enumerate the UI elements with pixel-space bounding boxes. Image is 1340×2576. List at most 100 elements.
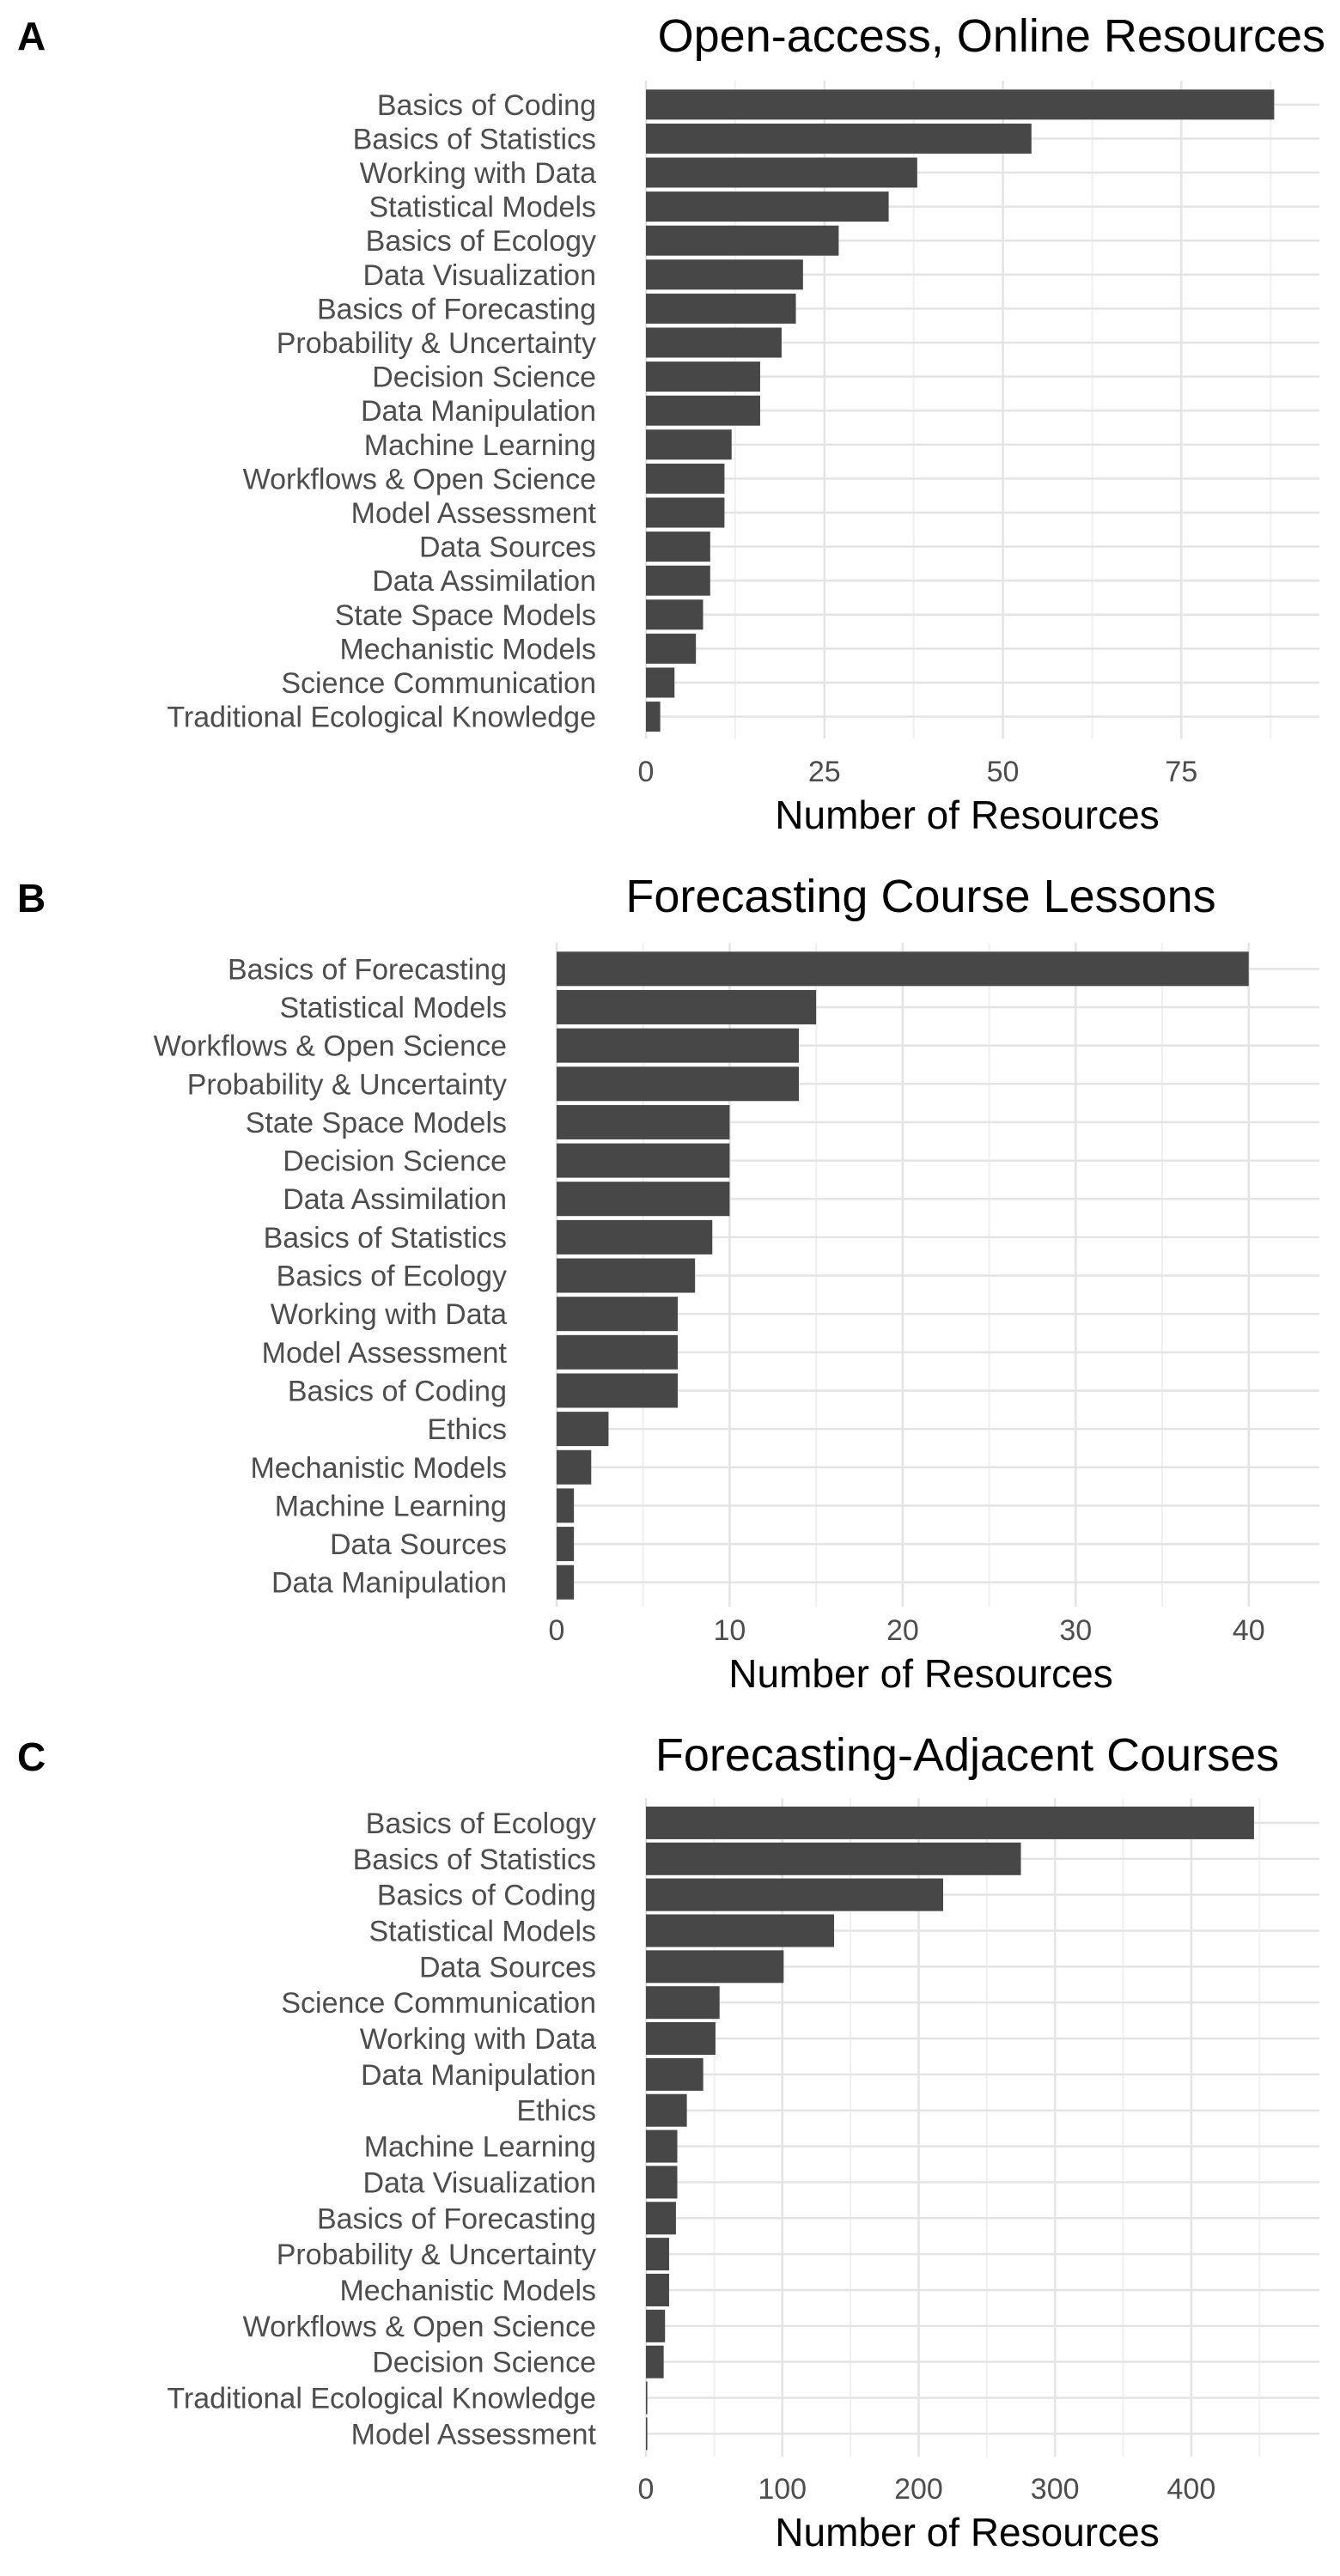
x-tick-label: 0 — [549, 1614, 565, 1647]
category-label: Basics of Ecology — [277, 1261, 507, 1293]
bar — [646, 191, 889, 222]
category-label: Mechanistic Models — [339, 633, 596, 665]
bar — [557, 1564, 575, 1600]
bar — [646, 2129, 678, 2163]
bar — [557, 1258, 696, 1293]
panel-c: C Forecasting-Adjacent Courses Basics of… — [17, 1729, 1319, 2555]
category-label: State Space Models — [246, 1107, 507, 1139]
bar — [646, 667, 675, 698]
bar — [557, 1104, 730, 1139]
bar — [646, 157, 917, 188]
category-label: Machine Learning — [275, 1490, 507, 1522]
bar — [646, 225, 839, 256]
category-label: Data Visualization — [362, 259, 596, 292]
bar — [646, 2022, 716, 2056]
category-label: Basics of Forecasting — [317, 293, 596, 325]
category-label: Data Visualization — [362, 2166, 596, 2199]
bar — [557, 1297, 678, 1332]
category-label: Data Manipulation — [361, 395, 596, 428]
bar — [557, 1219, 713, 1255]
bar — [557, 1527, 575, 1562]
bar — [557, 1449, 592, 1485]
bar — [646, 259, 803, 290]
panel-b-title: Forecasting Course Lessons — [625, 871, 1215, 922]
x-tick-label: 75 — [1165, 756, 1197, 788]
panel-a-xlabel: Number of Resources — [775, 793, 1159, 837]
category-label: Data Manipulation — [361, 2059, 596, 2092]
category-label: Basics of Statistics — [353, 123, 596, 155]
category-label: Decision Science — [372, 361, 596, 394]
panel-c-xlabel: Number of Resources — [775, 2510, 1159, 2555]
category-label: Probability & Uncertainty — [277, 327, 596, 360]
x-tick-label: 400 — [1167, 2473, 1216, 2506]
category-label: Model Assessment — [351, 2418, 597, 2451]
category-label: Data Manipulation — [271, 1567, 507, 1600]
x-tick-label: 10 — [714, 1614, 746, 1647]
bar — [646, 702, 661, 732]
category-label: Decision Science — [283, 1145, 507, 1178]
category-label: Probability & Uncertainty — [187, 1068, 507, 1101]
bar — [646, 1878, 944, 1911]
bar — [557, 1028, 799, 1063]
bar — [646, 2166, 678, 2199]
category-label: Data Sources — [419, 1951, 596, 1984]
chart-b-plot: Basics of Forecasting Statistical Models W… — [154, 943, 1319, 1647]
category-label: Workflows & Open Science — [154, 1030, 507, 1063]
x-tick-label: 100 — [758, 2473, 807, 2506]
panel-b-letter: B — [17, 876, 46, 920]
x-tick-label: 200 — [894, 2473, 943, 2506]
category-label: Basics of Forecasting — [317, 2202, 596, 2235]
panel-b: B Forecasting Course Lessons Basics of F… — [17, 871, 1319, 1696]
bar — [646, 497, 725, 528]
x-tick-label: 20 — [886, 1614, 919, 1647]
category-label: Traditional Ecological Knowledge — [167, 702, 596, 734]
panel-c-title: Forecasting-Adjacent Courses — [655, 1729, 1279, 1781]
bar — [557, 989, 817, 1024]
category-label: Data Assimilation — [372, 565, 596, 598]
x-tick-label: 0 — [638, 756, 655, 788]
chart-c-plot: Basics of Ecology Basics of Statistics Bas… — [167, 1798, 1319, 2506]
category-label: Mechanistic Models — [250, 1452, 507, 1485]
category-label: Data Assimilation — [283, 1183, 507, 1216]
x-tick-label: 50 — [987, 756, 1020, 788]
bar — [646, 2273, 669, 2306]
category-label: Basics of Coding — [377, 89, 596, 122]
category-label: Decision Science — [372, 2347, 596, 2379]
bar — [646, 1842, 1021, 1875]
bar — [646, 2417, 648, 2451]
category-label: Statistical Models — [368, 1915, 596, 1947]
category-label: Data Sources — [419, 532, 596, 564]
bar — [646, 565, 710, 596]
x-tick-label: 40 — [1233, 1614, 1265, 1647]
category-label: Science Communication — [281, 1987, 596, 2020]
bar — [646, 463, 725, 494]
bar — [557, 1373, 678, 1408]
category-label: Ethics — [516, 2095, 596, 2128]
category-label: Basics of Forecasting — [228, 953, 507, 986]
bar — [646, 361, 760, 392]
bar — [646, 2093, 687, 2127]
bar — [646, 293, 796, 324]
category-label: Model Assessment — [351, 497, 597, 530]
category-label: Traditional Ecological Knowledge — [167, 2383, 596, 2415]
panel-a: A Open-access, Online Resources Basics o… — [17, 10, 1325, 837]
panel-a-letter: A — [17, 14, 46, 58]
bar — [557, 1143, 730, 1178]
bar — [646, 395, 760, 426]
bar — [646, 1986, 720, 2020]
category-label: Statistical Models — [368, 191, 596, 224]
bar — [557, 1334, 678, 1370]
bar — [646, 1950, 784, 1984]
category-label: Working with Data — [271, 1298, 507, 1331]
bar — [646, 2309, 666, 2342]
category-label: Basics of Coding — [288, 1375, 507, 1407]
category-label: Basics of Statistics — [353, 1844, 596, 1876]
bar — [646, 89, 1275, 120]
bar — [646, 599, 704, 630]
x-tick-label: 25 — [808, 756, 841, 788]
x-tick-label: 0 — [638, 2473, 655, 2506]
x-tick-label: 30 — [1059, 1614, 1092, 1647]
bar — [646, 2381, 648, 2415]
x-tick-label: 300 — [1031, 2473, 1080, 2506]
